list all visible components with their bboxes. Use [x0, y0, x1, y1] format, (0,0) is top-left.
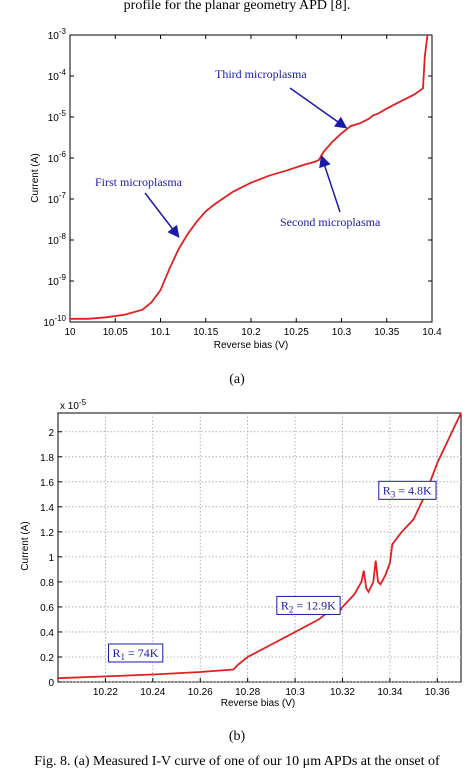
chart-b: 10.22 10.24 10.26 10.28 10.3 10.32 10.34 10.36 … [20, 398, 462, 744]
chart-b-annotation: R2 = 12.9K [276, 595, 341, 615]
chart-a-y-tick-label: 10-10 [43, 314, 66, 329]
chart-b-y-tick-label: 1.2 [40, 528, 54, 539]
chart-b-x-tick-label: 10.36 [425, 687, 450, 698]
chart-a-frame [69, 34, 433, 323]
chart-b-x-tick-label: 10.3 [285, 687, 305, 698]
chart-b-y-tick-label: 2 [48, 428, 54, 439]
chart-b-annotation: R3 = 4.8K [378, 480, 437, 500]
chart-a-annotation-arrow [144, 192, 180, 238]
chart-a-x-tick-label: 10.2 [241, 327, 261, 338]
svg-text:R3 = 4.8K: R3 = 4.8K [383, 483, 432, 499]
chart-a-x-tick-label: 10.35 [374, 327, 399, 338]
chart-a-annotation: Second microplasma [280, 215, 381, 229]
chart-a-annotation: Third microplasma [215, 67, 307, 81]
chart-a-y-ticks: 10-10 10-9 10-8 10-7 10-6 10-5 10-4 10-3 [43, 27, 432, 329]
chart-a-x-tick-label: 10.4 [422, 327, 442, 338]
chart-a-y-tick-label: 10-5 [48, 109, 67, 124]
chart-b-x-tick-label: 10.22 [93, 687, 118, 698]
chart-a-x-tick-label: 10.3 [332, 327, 352, 338]
chart-b-y-tick-label: 0.6 [40, 603, 54, 614]
chart-b-y-tick-label: 0 [48, 678, 54, 689]
svg-text:R2 = 12.9K: R2 = 12.9K [281, 598, 336, 614]
chart-b-x-ticks: 10.22 10.24 10.26 10.28 10.3 10.32 10.34 10.36 [93, 678, 450, 698]
chart-a: 10 10.05 10.1 10.15 10.2 10.25 10.3 10.35 10.4 1… [30, 27, 442, 387]
chart-b-y-axis-label: Current (A) [20, 521, 31, 570]
chart-b-y-tick-label: 0.8 [40, 578, 54, 589]
chart-a-y-tick-label: 10-9 [48, 273, 67, 288]
chart-b-grid [58, 413, 461, 683]
chart-a-x-tick-label: 10.1 [151, 327, 171, 338]
chart-b-y-tick-label: 1.4 [40, 503, 54, 514]
chart-a-annotation-arrow [289, 87, 348, 129]
chart-b-y-ticks: 0 0.2 0.4 0.6 0.8 1 1.2 1.4 1.6 1.8 2 [40, 428, 62, 689]
chart-b-y-tick-label: 0.2 [40, 653, 54, 664]
chart-b-y-tick-label: 0.4 [40, 628, 54, 639]
chart-b-y-tick-label: 1 [48, 553, 54, 564]
chart-b-frame [57, 412, 462, 683]
chart-b-series-line [57, 412, 462, 680]
chart-a-y-tick-label: 10-8 [48, 232, 67, 247]
chart-a-annotation-arrow [319, 154, 341, 213]
chart-a-x-ticks: 10 10.05 10.1 10.15 10.2 10.25 10.3 10.35 10.4 [64, 35, 442, 338]
chart-b-x-tick-label: 10.28 [235, 687, 260, 698]
footer-caption: Fig. 8. (a) Measured I-V curve of one of… [34, 754, 440, 768]
chart-b-annotations: R1 = 74K R2 = 12.9K R3 = 4.8K [108, 480, 437, 663]
chart-a-series-line [70, 34, 429, 320]
chart-a-annotations: First microplasma Second microplasma Third… [95, 67, 381, 238]
chart-b-x-tick-label: 10.32 [330, 687, 355, 698]
chart-a-y-axis-label: Current (A) [30, 153, 41, 202]
chart-a-x-tick-label: 10.25 [284, 327, 309, 338]
chart-a-y-tick-label: 10-3 [48, 27, 67, 42]
chart-b-x-tick-label: 10.24 [140, 687, 165, 698]
chart-a-panel-label: (a) [229, 372, 245, 387]
chart-b-y-tick-label: 1.8 [40, 453, 54, 464]
chart-b-y-tick-label: 1.6 [40, 478, 54, 489]
chart-b-x-tick-label: 10.34 [377, 687, 402, 698]
chart-b-y-multiplier: x 10-5 [60, 398, 87, 412]
chart-b-panel-label: (b) [229, 729, 246, 744]
chart-b-x-tick-label: 10.26 [188, 687, 213, 698]
chart-a-annotation: First microplasma [95, 175, 183, 189]
chart-b-annotation: R1 = 74K [108, 643, 164, 663]
chart-a-y-tick-label: 10-4 [48, 68, 67, 83]
chart-a-x-axis-label: Reverse bias (V) [214, 340, 288, 351]
chart-a-y-tick-label: 10-6 [48, 150, 67, 165]
chart-a-x-tick-label: 10.15 [193, 327, 218, 338]
chart-a-x-tick-label: 10.05 [103, 327, 128, 338]
svg-text:R1 = 74K: R1 = 74K [113, 646, 159, 662]
chart-a-y-tick-label: 10-7 [48, 191, 67, 206]
header-text: profile for the planar geometry APD [8]. [124, 0, 351, 13]
chart-a-x-tick-label: 10 [64, 327, 76, 338]
chart-b-x-axis-label: Reverse bias (V) [221, 698, 295, 709]
